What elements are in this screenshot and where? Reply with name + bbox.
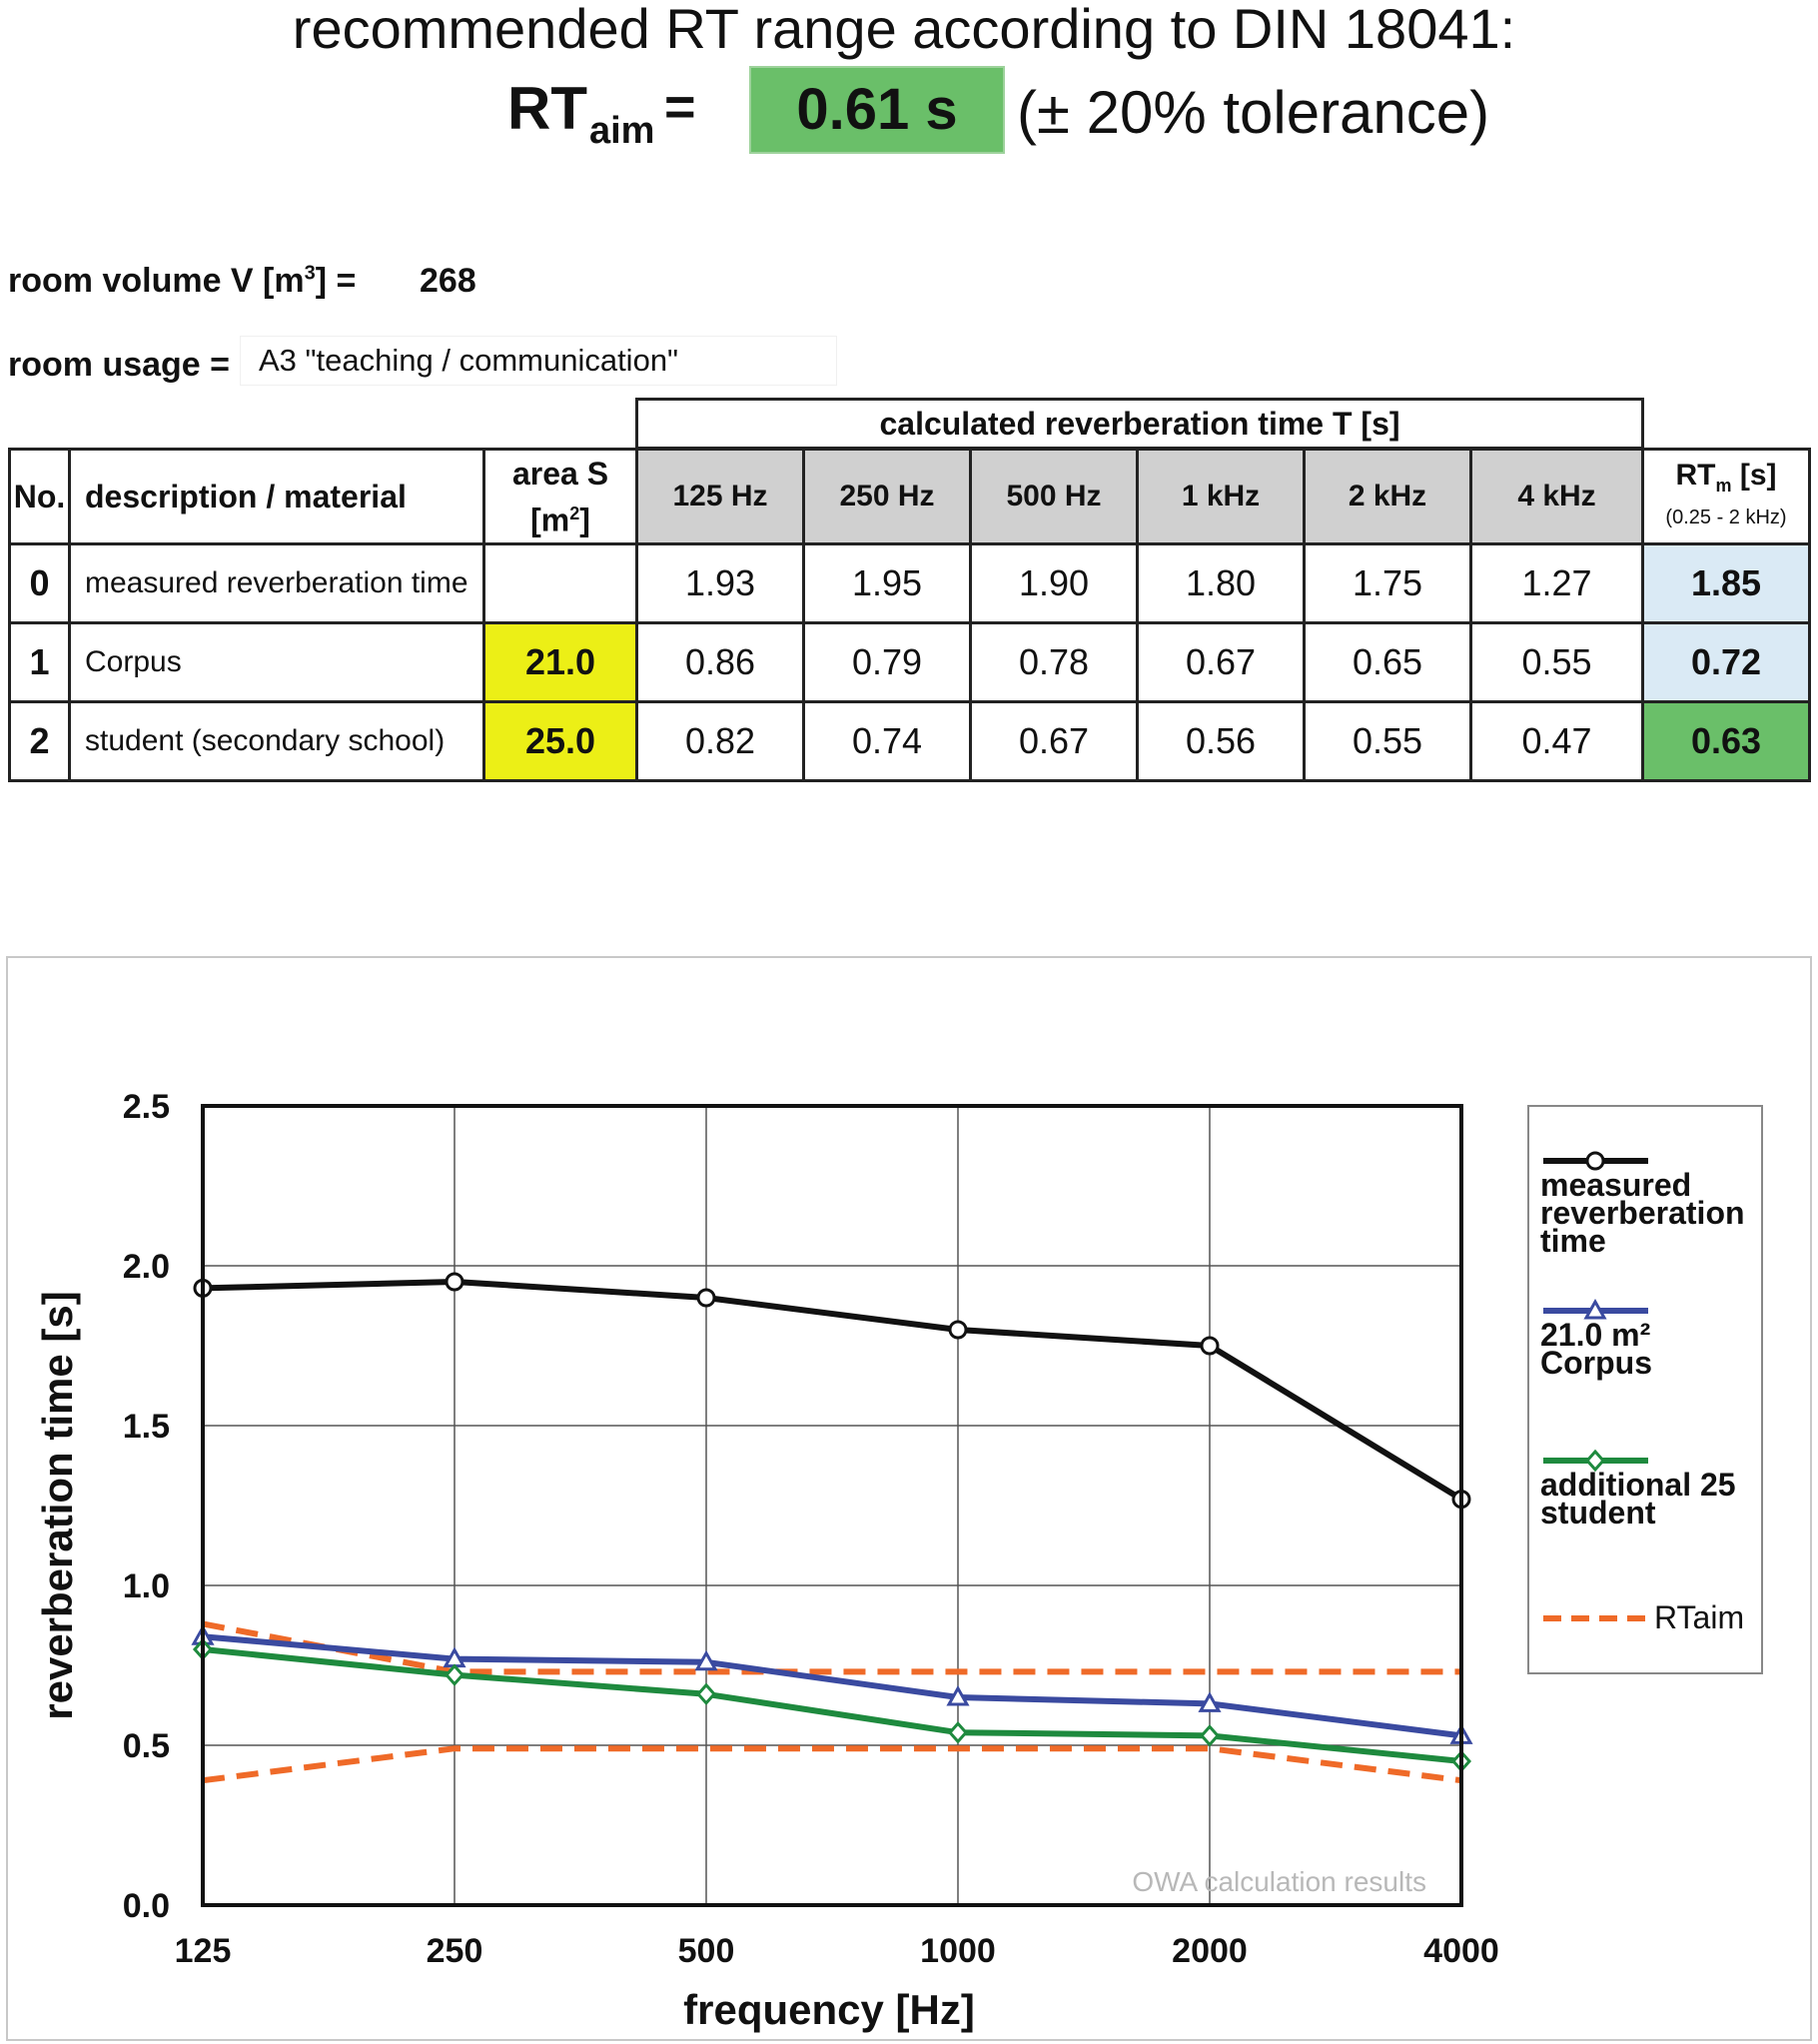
page-title: recommended RT range according to DIN 18… bbox=[292, 0, 1516, 60]
table-row-2-250hz: 0.74 bbox=[802, 700, 972, 782]
col-header-1khz: 1 kHz bbox=[1136, 448, 1306, 545]
data-point bbox=[445, 1272, 464, 1292]
y-tick-label: 1.5 bbox=[123, 1408, 170, 1446]
data-point bbox=[696, 1288, 716, 1308]
col-header-rtm: RTm [s] (0.25 - 2 kHz) bbox=[1641, 448, 1811, 545]
x-tick-label: 125 bbox=[175, 1932, 232, 1970]
data-point bbox=[1200, 1336, 1220, 1356]
data-point bbox=[694, 1649, 718, 1671]
legend-box bbox=[1527, 1105, 1763, 1674]
col-header-2khz: 2 kHz bbox=[1303, 448, 1472, 545]
legend-label: student bbox=[1540, 1495, 1656, 1531]
table-row-1-rtm: 0.72 bbox=[1641, 621, 1811, 703]
rt-aim-tolerance: (± 20% tolerance) bbox=[1017, 79, 1490, 146]
legend-label: time bbox=[1540, 1223, 1606, 1259]
rt-aim-value: 0.61 s bbox=[749, 66, 1005, 154]
data-point bbox=[1199, 1724, 1221, 1747]
chart-frame bbox=[6, 956, 1812, 2041]
table-row-2-desc: student (secondary school) bbox=[68, 700, 485, 782]
room-usage-value: A3 "teaching / communication" bbox=[240, 336, 837, 386]
table-row-2-2khz: 0.55 bbox=[1303, 700, 1472, 782]
x-axis-label: frequency [Hz] bbox=[683, 1986, 975, 2033]
legend-label: 21.0 m² bbox=[1540, 1317, 1650, 1353]
x-tick-label: 250 bbox=[427, 1932, 483, 1970]
legend-label: Corpus bbox=[1540, 1345, 1652, 1381]
data-point bbox=[444, 1663, 465, 1686]
table-row-1-1khz: 0.67 bbox=[1136, 621, 1306, 703]
legend-label: additional 25 bbox=[1540, 1467, 1736, 1503]
room-volume-label: room volume V [m3] = bbox=[8, 262, 357, 300]
plot-area-border bbox=[201, 1104, 1463, 1907]
chart-series bbox=[191, 1272, 1473, 1773]
table-row-1-area: 21.0 bbox=[482, 621, 638, 703]
data-point bbox=[947, 1720, 969, 1744]
y-tick-label: 2.0 bbox=[123, 1248, 170, 1286]
rt-aim-upper-line bbox=[202, 1620, 1461, 1675]
rt-aim-equals: = bbox=[664, 77, 696, 137]
table-row-2-1khz: 0.56 bbox=[1136, 700, 1306, 782]
legend-label-rtaim: RTaim bbox=[1654, 1599, 1744, 1635]
watermark: OWA calculation results bbox=[1132, 1866, 1426, 1897]
room-volume-value: 268 bbox=[420, 262, 476, 300]
series-line bbox=[202, 1633, 1462, 1739]
x-axis-ticks: 125 250 500 1000 2000 4000 bbox=[175, 1932, 1499, 1970]
data-point bbox=[1198, 1691, 1222, 1712]
legend-label: reverberation bbox=[1540, 1195, 1745, 1231]
x-tick-label: 1000 bbox=[920, 1932, 996, 1970]
y-tick-label: 0.0 bbox=[123, 1887, 170, 1925]
data-point bbox=[695, 1682, 717, 1706]
x-tick-label: 2000 bbox=[1172, 1932, 1248, 1970]
series-line bbox=[202, 1646, 1462, 1764]
series-line bbox=[202, 1279, 1463, 1503]
col-header-area: area S [m2] bbox=[482, 448, 638, 545]
x-tick-label: 500 bbox=[678, 1932, 735, 1970]
rt-aim-band bbox=[202, 1620, 1462, 1784]
data-point bbox=[946, 1684, 970, 1706]
y-tick-label: 2.5 bbox=[123, 1088, 170, 1126]
legend-marker bbox=[1585, 1151, 1605, 1171]
x-tick-label: 4000 bbox=[1423, 1932, 1499, 1970]
rt-aim-label: RTaim bbox=[507, 75, 655, 152]
room-usage-label: room usage = bbox=[8, 346, 231, 384]
y-axis-label: reverberation time [s] bbox=[34, 1291, 81, 1719]
rt-aim-lower-line bbox=[202, 1745, 1462, 1784]
y-tick-label: 1.0 bbox=[123, 1567, 170, 1605]
legend-label: measured bbox=[1540, 1167, 1691, 1203]
legend-marker bbox=[1584, 1449, 1606, 1473]
rt-aim-row: RTaim = 0.61 s (± 20% tolerance) bbox=[0, 66, 1818, 154]
table-row-2-4khz: 0.47 bbox=[1469, 700, 1644, 782]
y-axis-ticks: 0.0 0.5 1.0 1.5 2.0 2.5 bbox=[123, 1088, 170, 1925]
series-2 bbox=[192, 1637, 1472, 1773]
table-row-2-rtm: 0.63 bbox=[1641, 700, 1811, 782]
y-tick-label: 0.5 bbox=[123, 1727, 170, 1765]
legend-marker bbox=[1583, 1298, 1607, 1320]
col-header-500hz: 500 Hz bbox=[969, 448, 1139, 545]
data-point bbox=[948, 1320, 968, 1340]
